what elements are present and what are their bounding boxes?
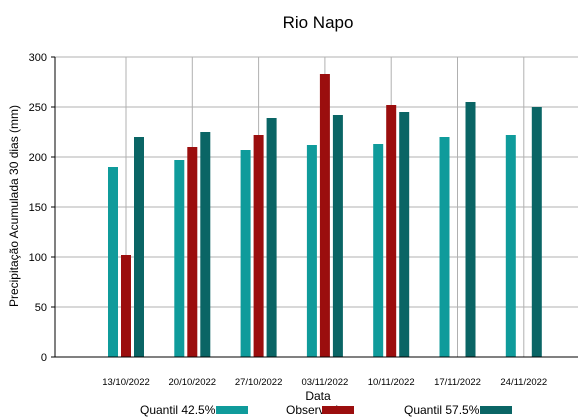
- bar-quantil-425: [240, 150, 251, 357]
- bar-quantil-425: [174, 160, 185, 357]
- x-tick-label: 13/10/2022: [102, 377, 150, 388]
- bar-quantil-575: [200, 132, 211, 357]
- legend-swatch: [322, 406, 354, 414]
- bar-quantil-425: [306, 145, 317, 357]
- legend-label: Quantil 42.5%: [140, 403, 216, 417]
- legend-label: Quantil 57.5%: [404, 403, 480, 417]
- x-tick-label: 27/10/2022: [235, 377, 283, 388]
- bar-quantil-425: [108, 167, 118, 357]
- y-tick-label: 250: [29, 102, 47, 114]
- bars-layer: [108, 74, 542, 357]
- bar-observado: [121, 255, 131, 357]
- y-axis-label: Precipitação Acumulada 30 dias (mm): [7, 105, 21, 307]
- bar-observado: [187, 147, 198, 357]
- y-tick-label: 100: [29, 252, 47, 264]
- y-tick-label: 150: [29, 202, 47, 214]
- y-tick-label: 200: [29, 152, 47, 164]
- y-tick-label: 50: [35, 302, 47, 314]
- bar-quantil-575: [332, 115, 343, 357]
- bar-quantil-575: [465, 102, 476, 357]
- bar-quantil-575: [266, 118, 277, 357]
- x-tick-label: 24/11/2022: [500, 377, 547, 388]
- bar-quantil-575: [134, 137, 144, 357]
- legend-swatch: [480, 406, 512, 414]
- x-axis-label: Data: [305, 389, 331, 403]
- bar-quantil-575: [531, 107, 542, 357]
- bar-quantil-425: [439, 137, 450, 357]
- x-tick-label: 17/11/2022: [434, 377, 481, 388]
- bar-observado: [386, 105, 397, 357]
- legend: Quantil 42.5% Observado Quantil 57.5%: [140, 403, 512, 417]
- y-tick-label: 300: [29, 52, 47, 64]
- legend-swatch: [216, 406, 248, 414]
- bar-observado: [319, 74, 330, 357]
- bar-observado: [253, 135, 264, 357]
- axis-layer: 0 50 100 150 200 250 300 13/10/2022 20/10/2022 27…: [29, 52, 578, 388]
- bar-quantil-425: [505, 135, 516, 357]
- y-tick-label: 0: [41, 352, 47, 364]
- bar-quantil-425: [373, 144, 384, 357]
- chart-title: Rio Napo: [283, 13, 354, 32]
- bar-quantil-575: [399, 112, 410, 357]
- x-tick-label: 10/11/2022: [368, 377, 415, 388]
- x-tick-label: 03/11/2022: [301, 377, 348, 388]
- x-tick-label: 20/10/2022: [169, 377, 217, 388]
